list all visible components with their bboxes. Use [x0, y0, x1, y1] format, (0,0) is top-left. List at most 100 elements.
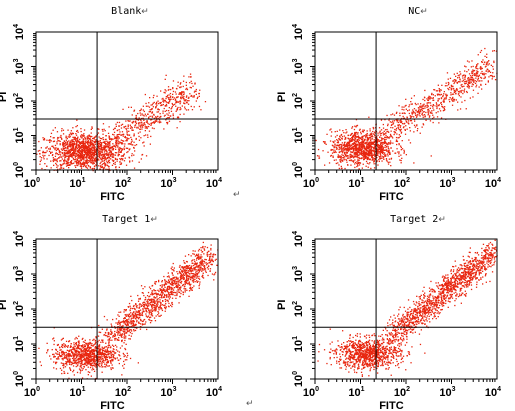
data-point: [157, 314, 159, 316]
data-point: [188, 96, 190, 98]
data-point: [383, 138, 385, 140]
data-point: [336, 144, 338, 146]
data-point: [424, 89, 426, 92]
data-point: [331, 152, 334, 154]
data-point: [177, 116, 180, 119]
data-point: [122, 352, 124, 355]
data-point: [468, 77, 470, 79]
data-point: [345, 138, 347, 140]
data-point: [94, 346, 97, 348]
data-point: [79, 149, 81, 151]
data-point: [151, 111, 153, 113]
data-point: [71, 152, 74, 154]
data-point: [386, 160, 388, 162]
data-point: [354, 159, 356, 161]
data-point: [64, 144, 66, 147]
data-point: [86, 163, 88, 165]
data-point: [472, 71, 474, 73]
data-point: [89, 149, 91, 151]
data-point: [461, 83, 463, 86]
data-point: [473, 80, 475, 82]
data-point: [67, 164, 70, 166]
data-point: [332, 140, 334, 143]
data-point: [457, 77, 459, 79]
data-point: [117, 148, 120, 150]
data-point: [143, 145, 145, 147]
data-point: [380, 150, 382, 153]
data-point: [355, 147, 357, 150]
data-point: [106, 160, 108, 162]
data-point: [414, 111, 416, 113]
data-point: [48, 150, 51, 153]
data-point: [156, 101, 158, 103]
data-point: [188, 100, 190, 102]
data-point: [417, 112, 419, 114]
data-point: [451, 104, 454, 106]
data-point: [88, 149, 90, 151]
data-point: [108, 156, 110, 159]
data-point: [102, 148, 105, 150]
data-point: [165, 103, 168, 106]
data-point: [57, 353, 59, 355]
data-point: [379, 153, 381, 155]
data-point: [66, 356, 68, 358]
data-point: [456, 81, 459, 84]
data-point: [144, 130, 146, 132]
data-point: [103, 141, 106, 143]
data-point: [102, 149, 104, 151]
data-point: [464, 78, 466, 80]
data-point: [79, 372, 81, 374]
data-point: [130, 141, 132, 143]
data-point: [139, 297, 141, 300]
data-point: [367, 137, 370, 140]
data-point: [159, 102, 161, 104]
data-point: [75, 133, 77, 135]
data-point: [458, 74, 461, 76]
data-point: [75, 353, 77, 355]
data-point: [464, 82, 466, 85]
data-point: [123, 126, 125, 129]
data-point: [105, 350, 107, 353]
data-point: [68, 136, 71, 138]
data-point: [366, 133, 368, 135]
data-point: [106, 151, 108, 153]
data-point: [95, 350, 97, 352]
data-point: [82, 165, 85, 168]
data-point: [440, 89, 442, 91]
data-point: [77, 361, 79, 364]
data-point: [75, 365, 77, 368]
data-point: [74, 152, 76, 154]
data-point: [493, 75, 495, 78]
data-point: [89, 153, 91, 155]
data-point: [453, 73, 455, 75]
data-point: [340, 133, 343, 136]
data-point: [363, 153, 365, 156]
data-point: [158, 281, 160, 283]
data-point: [77, 157, 79, 160]
data-point: [135, 137, 137, 140]
data-point: [372, 126, 374, 129]
data-point: [69, 132, 72, 134]
data-point: [436, 116, 439, 118]
data-point: [75, 140, 77, 142]
data-point: [74, 151, 76, 153]
data-point: [83, 353, 85, 355]
data-point: [104, 164, 107, 166]
data-point: [404, 112, 406, 115]
data-point: [93, 141, 95, 143]
data-point: [369, 130, 371, 132]
data-point: [355, 133, 357, 135]
data-point: [104, 165, 106, 167]
data-point: [415, 114, 417, 116]
data-point: [395, 129, 397, 131]
data-point: [181, 92, 183, 94]
data-point: [53, 337, 55, 339]
data-point: [87, 156, 89, 158]
data-point: [92, 163, 94, 165]
data-point: [93, 353, 95, 355]
data-point: [86, 158, 88, 160]
data-point: [185, 109, 188, 111]
data-point: [72, 371, 74, 373]
data-point: [414, 120, 416, 122]
data-point: [352, 135, 354, 137]
